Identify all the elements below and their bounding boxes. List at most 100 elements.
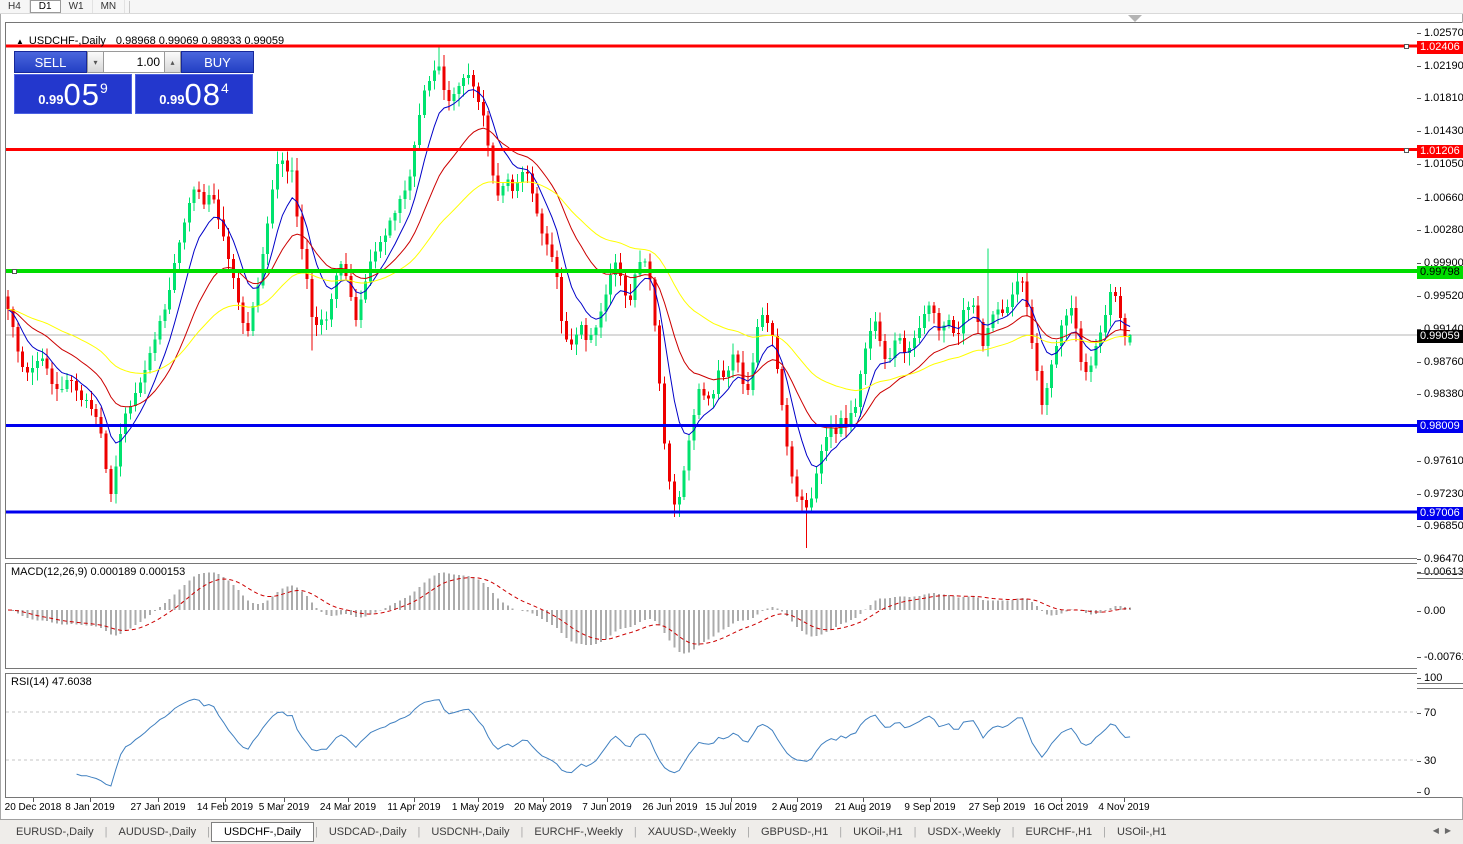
price-tick-label: 1.02190 (1424, 59, 1463, 72)
price-tick-label: 1.02570 (1424, 26, 1463, 39)
chart-shift-marker-icon[interactable] (1128, 15, 1142, 22)
price-tick-label: 0.96850 (1424, 520, 1463, 533)
buy-price-prefix: 0.99 (159, 92, 185, 107)
date-label: 15 Jul 2019 (705, 802, 757, 813)
time-tick (607, 798, 608, 802)
date-label: 27 Sep 2019 (968, 802, 1026, 813)
axis-tick (1417, 792, 1421, 793)
buy-price-box[interactable]: 0.99 08 4 (135, 74, 253, 114)
main-chart-pane[interactable]: ▲ USDCHF-,Daily 0.98968 0.99069 0.98933 0.… (5, 22, 1418, 559)
time-tick (90, 798, 91, 802)
axis-tick (1417, 296, 1421, 298)
indicator-tick-label: -0.007612 (1424, 651, 1463, 663)
date-label: 21 Aug 2019 (834, 802, 892, 813)
trendline-node[interactable] (1404, 147, 1409, 153)
tab-audusd-daily[interactable]: AUDUSD-,Daily (118, 826, 197, 838)
tab-separator: | (1103, 826, 1106, 838)
macd-canvas (7, 572, 1132, 654)
axis-tick (1417, 230, 1421, 232)
sell-price-pip: 9 (100, 80, 108, 96)
tab-eurchf-h1[interactable]: EURCHF-,H1 (1025, 826, 1093, 838)
buy-button[interactable]: BUY (181, 51, 254, 73)
current-price-label: 0.99059 (1417, 329, 1463, 343)
price-tick-label: 0.97230 (1424, 487, 1463, 500)
tab-xauusd-weekly[interactable]: XAUUSD-,Weekly (647, 826, 737, 838)
tab-separator: | (520, 826, 524, 838)
symbol-period-label: USDCHF-,Daily (28, 35, 106, 47)
indicator-tick-label: 30 (1424, 755, 1437, 767)
axis-tick (1417, 678, 1421, 679)
period-button-mn[interactable]: MN (93, 0, 126, 13)
volume-increase-button[interactable]: ▴ (164, 51, 181, 73)
tab-gbpusd-h1[interactable]: GBPUSD-,H1 (760, 826, 829, 838)
time-tick (670, 798, 671, 802)
line-price-label: 1.02406 (1417, 41, 1463, 54)
line-price-label: 1.01206 (1417, 144, 1463, 158)
tab-usoil-h1[interactable]: USOil-,H1 (1116, 826, 1167, 838)
candlestick-canvas[interactable] (6, 23, 1417, 558)
period-button-w1[interactable]: W1 (61, 0, 93, 13)
tab-usdcnh-daily[interactable]: USDCNH-,Daily (431, 826, 510, 838)
tab-eurusd-daily[interactable]: EURUSD-,Daily (16, 826, 94, 838)
date-label: 4 Nov 2019 (1098, 802, 1150, 813)
collapse-triangle-icon[interactable]: ▲ (16, 37, 24, 46)
price-tick-label: 1.00280 (1424, 224, 1463, 237)
chart-title: ▲ USDCHF-,Daily 0.98968 0.99069 0.98933 0.… (16, 35, 284, 47)
macd-pane[interactable]: MACD(12,26,9) 0.000189 0.000153 (5, 563, 1418, 669)
toolbar-separator (129, 0, 131, 13)
axis-tick (1417, 713, 1421, 714)
one-click-trade-panel: SELL ▾ ▴ BUY 0.99 05 9 0.99 08 4 (14, 51, 254, 114)
sell-price-box[interactable]: 0.99 05 9 (14, 74, 132, 114)
time-tick (930, 798, 931, 802)
indicator-tick-label: 70 (1424, 707, 1437, 719)
axis-tick (1417, 761, 1421, 762)
tab-eurchf-weekly[interactable]: EURCHF-,Weekly (534, 826, 623, 838)
date-label: 2 Aug 2019 (771, 802, 823, 813)
sell-button[interactable]: SELL (14, 51, 87, 73)
date-label: 20 Dec 2018 (4, 802, 62, 813)
date-label: 9 Sep 2019 (904, 802, 956, 813)
time-tick (348, 798, 349, 802)
rsi-pane[interactable]: RSI(14) 47.6038 (5, 673, 1418, 798)
trendline-node[interactable] (1404, 44, 1409, 49)
sell-price-big: 05 (63, 77, 100, 112)
axis-tick (1417, 32, 1421, 34)
indicator-tick-label: 0.00 (1424, 605, 1446, 617)
time-axis[interactable]: 20 Dec 2018 8 Jan 2019 27 Jan 2019 14 Feb 2… (5, 798, 1418, 818)
tab-separator: | (633, 826, 637, 838)
period-button-h4[interactable]: H4 (0, 0, 30, 13)
date-label: 11 Apr 2019 (387, 802, 441, 813)
price-tick-label: 0.99520 (1424, 290, 1463, 303)
axis-tick (1417, 657, 1421, 658)
price-axis[interactable]: 1.02570 1.02190 1.01810 1.01430 1.01050 1.006… (1417, 22, 1463, 798)
time-tick (414, 798, 415, 802)
tab-separator: | (207, 826, 210, 838)
price-tick-label: 0.98760 (1424, 355, 1463, 368)
tab-usdchf-daily[interactable]: USDCHF-,Daily (210, 822, 314, 842)
axis-tick (1417, 394, 1421, 396)
tab-scroll-arrows[interactable]: ◀▶ (1433, 826, 1457, 835)
axis-tick (1417, 526, 1421, 528)
rsi-canvas (6, 698, 1417, 787)
period-button-d1[interactable]: D1 (29, 0, 61, 13)
indicator-tick-label: 0 (1424, 786, 1431, 798)
period-toolbar: H4 D1 W1 MN (0, 0, 1463, 14)
tab-usdcad-daily[interactable]: USDCAD-,Daily (328, 826, 407, 838)
tab-scroll-right-icon: ▶ (1444, 826, 1457, 835)
volume-decrease-button[interactable]: ▾ (87, 51, 104, 73)
time-tick (731, 798, 732, 802)
tab-separator: | (1011, 826, 1015, 838)
tab-separator: | (104, 826, 108, 838)
line-price-label: 0.99798 (1417, 266, 1463, 280)
trendline-node[interactable] (12, 269, 17, 275)
tab-usdx-weekly[interactable]: USDX-,Weekly (927, 826, 1001, 838)
volume-input[interactable] (104, 51, 164, 73)
axis-tick (1417, 328, 1421, 330)
buy-price-pip: 4 (221, 80, 229, 96)
axis-separator (1417, 682, 1463, 684)
time-tick (797, 798, 798, 802)
tab-ukoil-h1[interactable]: UKOil-,H1 (853, 826, 903, 838)
chart-window: ▲ USDCHF-,Daily 0.98968 0.99069 0.98933 0.… (0, 14, 1463, 819)
line-price-label: 0.98009 (1417, 420, 1463, 434)
ohlc-values: 0.98968 0.99069 0.98933 0.99059 (115, 35, 285, 47)
